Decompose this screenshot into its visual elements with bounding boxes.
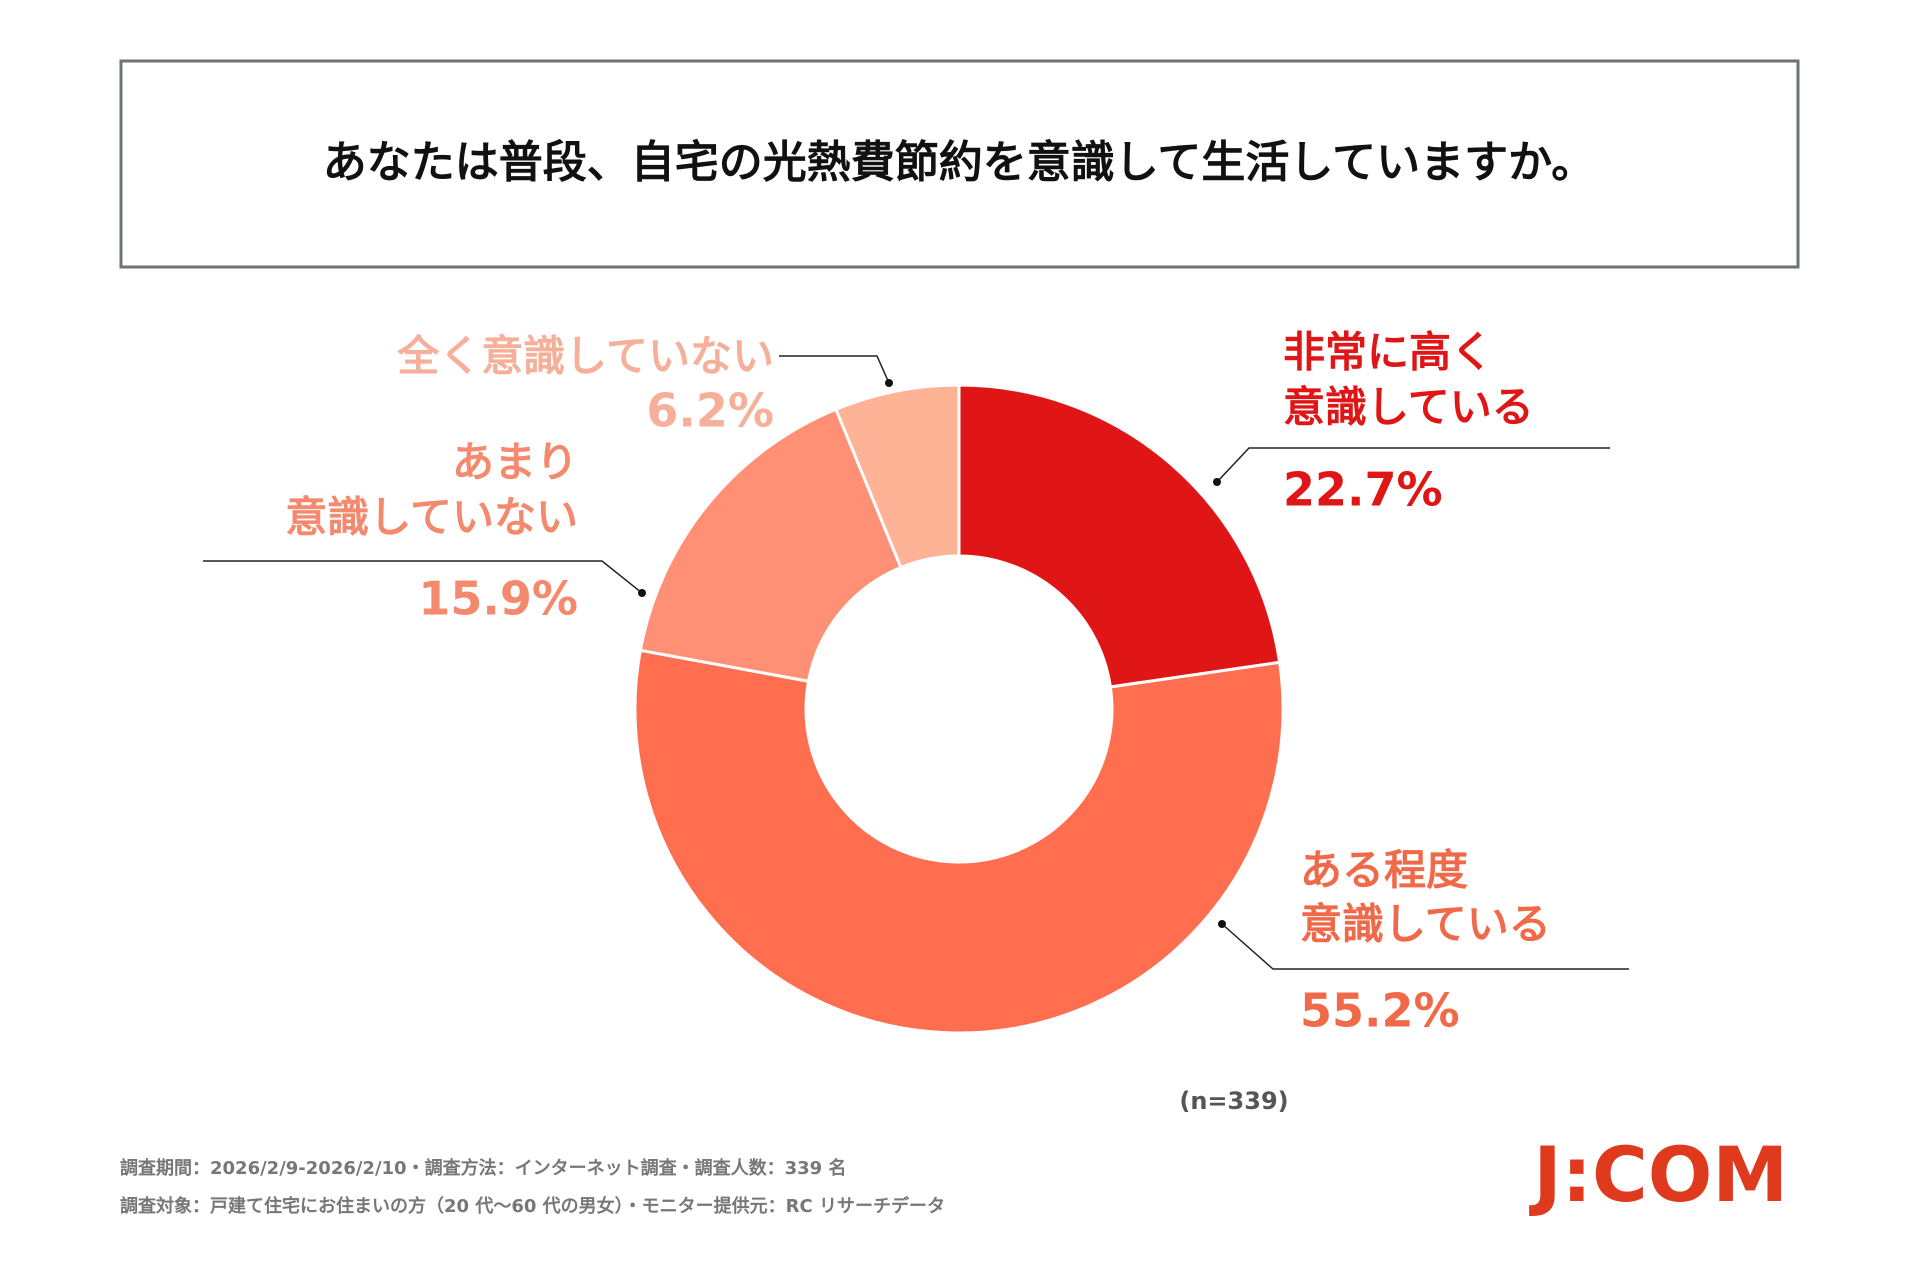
donut-slice	[633, 648, 1285, 1035]
logo: J:COM	[1528, 1130, 1788, 1219]
slice-label: 全く意識していない	[396, 332, 774, 381]
slice-label: 意識していない	[285, 493, 578, 542]
leader-line	[779, 355, 890, 384]
slice-label: 意識している	[1300, 900, 1551, 949]
leader-dot	[1218, 920, 1226, 928]
value-label: 6.2%	[646, 384, 774, 438]
slice-label: 非常に高く	[1283, 328, 1493, 377]
value-label: 15.9%	[418, 572, 578, 626]
value-label: 22.7%	[1283, 463, 1443, 517]
leader-dot	[638, 589, 646, 597]
slice-label: 意識している	[1283, 383, 1534, 432]
donut-slice	[833, 383, 961, 570]
leader-line	[1221, 923, 1629, 970]
sample-note: (n=339)	[1179, 1087, 1288, 1115]
footnote: 調査期間：2026/2/9-2026/2/10・調査方法：インターネット調査・調…	[120, 1157, 846, 1179]
donut-slice	[957, 383, 1282, 689]
slice-label: ある程度	[1300, 846, 1468, 895]
leader-line	[203, 560, 643, 594]
chart-title: あなたは普段、自宅の光熱費節約を意識して生活していますか。	[323, 137, 1595, 188]
donut-slice	[638, 407, 903, 684]
leader-dot	[885, 379, 893, 387]
value-label: 55.2%	[1300, 984, 1460, 1038]
title-box	[119, 59, 1800, 269]
leader-line	[1216, 447, 1610, 483]
footnote: 調査対象：戸建て住宅にお住まいの方（20 代～60 代の男女）・モニター提供元：…	[120, 1195, 945, 1217]
slice-label: あまり	[452, 438, 578, 487]
leader-dot	[1213, 478, 1221, 486]
